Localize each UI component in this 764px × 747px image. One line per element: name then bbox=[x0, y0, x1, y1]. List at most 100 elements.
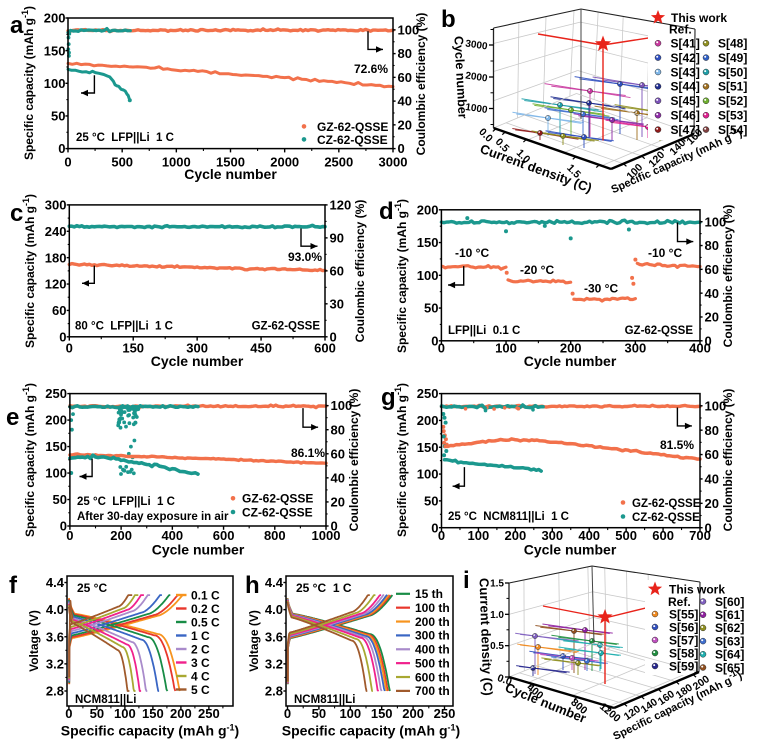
svg-text:0: 0 bbox=[438, 341, 445, 356]
svg-text:-10 °C: -10 °C bbox=[455, 246, 489, 260]
svg-text:CZ-62-QSSE: CZ-62-QSSE bbox=[317, 133, 388, 147]
svg-text:150: 150 bbox=[44, 43, 66, 58]
svg-text:600: 600 bbox=[652, 528, 674, 543]
svg-text:Cycle number: Cycle number bbox=[151, 353, 244, 369]
svg-text:700 th: 700 th bbox=[415, 684, 450, 698]
svg-text:0: 0 bbox=[60, 519, 67, 534]
svg-text:f: f bbox=[9, 572, 18, 599]
svg-text:300 th: 300 th bbox=[415, 629, 450, 643]
svg-text:c: c bbox=[10, 200, 23, 227]
svg-text:CZ-62-QSSE: CZ-62-QSSE bbox=[632, 512, 700, 524]
svg-text:400: 400 bbox=[689, 341, 711, 356]
svg-text:S[61]: S[61] bbox=[715, 608, 744, 622]
svg-text:500 th: 500 th bbox=[415, 656, 450, 670]
svg-text:50: 50 bbox=[90, 706, 104, 721]
svg-text:600: 600 bbox=[213, 528, 235, 543]
svg-text:0: 0 bbox=[705, 520, 712, 535]
svg-text:S[42]: S[42] bbox=[671, 51, 700, 65]
svg-text:120: 120 bbox=[330, 198, 352, 213]
svg-text:4 C: 4 C bbox=[191, 669, 210, 683]
svg-text:80: 80 bbox=[331, 422, 345, 437]
svg-text:300: 300 bbox=[186, 341, 208, 356]
svg-text:0: 0 bbox=[705, 333, 712, 348]
svg-text:Coulombic efficiency (%): Coulombic efficiency (%) bbox=[347, 389, 361, 532]
svg-text:Cycle number: Cycle number bbox=[524, 542, 617, 558]
svg-text:3.2: 3.2 bbox=[46, 657, 64, 672]
svg-text:0: 0 bbox=[331, 519, 338, 534]
svg-text:50: 50 bbox=[51, 109, 65, 124]
svg-text:20: 20 bbox=[705, 496, 719, 511]
svg-text:200: 200 bbox=[170, 706, 192, 721]
svg-text:600 th: 600 th bbox=[415, 670, 450, 684]
svg-text:i: i bbox=[463, 567, 470, 594]
svg-text:30: 30 bbox=[330, 296, 344, 311]
svg-text:CZ-62-QSSE: CZ-62-QSSE bbox=[242, 505, 313, 519]
svg-text:Current density (C): Current density (C) bbox=[476, 578, 495, 696]
svg-text:S[65]: S[65] bbox=[715, 661, 744, 675]
svg-text:80: 80 bbox=[705, 423, 719, 438]
svg-text:100: 100 bbox=[417, 268, 439, 283]
svg-text:15 th: 15 th bbox=[415, 587, 443, 601]
svg-text:GZ-62-QSSE: GZ-62-QSSE bbox=[317, 120, 388, 134]
svg-text:5 C: 5 C bbox=[191, 683, 210, 697]
svg-text:150: 150 bbox=[142, 706, 164, 721]
svg-text:Ref.: Ref. bbox=[668, 595, 691, 609]
svg-text:S[54]: S[54] bbox=[718, 123, 747, 137]
svg-text:250: 250 bbox=[417, 386, 439, 401]
svg-text:300: 300 bbox=[45, 198, 67, 213]
svg-text:86.1%: 86.1% bbox=[291, 446, 325, 460]
svg-text:25 °C NCM811||Li 1 C: 25 °C NCM811||Li 1 C bbox=[448, 511, 569, 523]
svg-text:700: 700 bbox=[689, 528, 711, 543]
svg-text:25 °C LFP||Li 1 C: 25 °C LFP||Li 1 C bbox=[77, 496, 175, 508]
svg-text:100: 100 bbox=[705, 214, 727, 229]
svg-text:200: 200 bbox=[417, 202, 439, 217]
svg-text:250: 250 bbox=[434, 706, 456, 721]
svg-text:50: 50 bbox=[53, 492, 67, 507]
svg-text:Cycle number: Cycle number bbox=[152, 542, 245, 558]
svg-text:Cycle number: Cycle number bbox=[184, 166, 277, 182]
svg-text:400: 400 bbox=[161, 528, 183, 543]
svg-text:Coulombic efficiency (%): Coulombic efficiency (%) bbox=[721, 205, 735, 348]
svg-text:100: 100 bbox=[45, 466, 67, 481]
svg-text:2 C: 2 C bbox=[191, 642, 210, 656]
svg-text:4.4: 4.4 bbox=[46, 575, 65, 590]
svg-text:2000: 2000 bbox=[270, 155, 299, 170]
svg-text:S[57]: S[57] bbox=[669, 633, 698, 647]
svg-text:450: 450 bbox=[250, 341, 272, 356]
svg-text:S[60]: S[60] bbox=[715, 595, 744, 609]
svg-text:S[64]: S[64] bbox=[715, 648, 744, 662]
svg-text:Voltage (V): Voltage (V) bbox=[247, 610, 261, 672]
svg-text:Coulombic efficiency (%): Coulombic efficiency (%) bbox=[353, 200, 367, 343]
svg-text:This work: This work bbox=[671, 11, 727, 25]
svg-text:100: 100 bbox=[44, 76, 66, 91]
svg-text:3.2: 3.2 bbox=[265, 657, 283, 672]
svg-text:400 th: 400 th bbox=[415, 643, 450, 657]
svg-text:4.4: 4.4 bbox=[265, 575, 284, 590]
svg-text:200: 200 bbox=[417, 413, 439, 428]
svg-text:200 th: 200 th bbox=[415, 615, 450, 629]
svg-text:S[48]: S[48] bbox=[718, 37, 747, 51]
svg-text:40: 40 bbox=[398, 94, 412, 109]
svg-text:2000: 2000 bbox=[465, 70, 489, 84]
svg-text:1 C: 1 C bbox=[191, 629, 210, 643]
svg-text:1000: 1000 bbox=[162, 155, 191, 170]
svg-text:S[59]: S[59] bbox=[669, 659, 698, 673]
svg-text:400: 400 bbox=[578, 528, 600, 543]
svg-text:0: 0 bbox=[330, 329, 337, 344]
svg-text:300: 300 bbox=[541, 528, 563, 543]
svg-text:200: 200 bbox=[45, 413, 67, 428]
svg-text:h: h bbox=[245, 572, 260, 599]
svg-text:2.8: 2.8 bbox=[46, 684, 64, 699]
svg-text:g: g bbox=[381, 384, 396, 411]
svg-text:60: 60 bbox=[331, 446, 345, 461]
svg-text:1000: 1000 bbox=[465, 102, 489, 116]
svg-text:b: b bbox=[441, 6, 456, 33]
svg-text:25 °C: 25 °C bbox=[77, 581, 107, 595]
svg-text:After 30-day exposure in air: After 30-day exposure in air bbox=[77, 511, 229, 523]
svg-text:a: a bbox=[10, 12, 24, 39]
svg-text:25 °C LFP||Li 1 C: 25 °C LFP||Li 1 C bbox=[76, 132, 174, 144]
svg-text:LFP||Li 0.1 C: LFP||Li 0.1 C bbox=[448, 325, 520, 337]
svg-text:Specific capacity (mAh g-1): Specific capacity (mAh g-1) bbox=[20, 6, 36, 160]
svg-text:Cycle number: Cycle number bbox=[451, 36, 469, 119]
svg-text:-20 °C: -20 °C bbox=[520, 263, 554, 277]
